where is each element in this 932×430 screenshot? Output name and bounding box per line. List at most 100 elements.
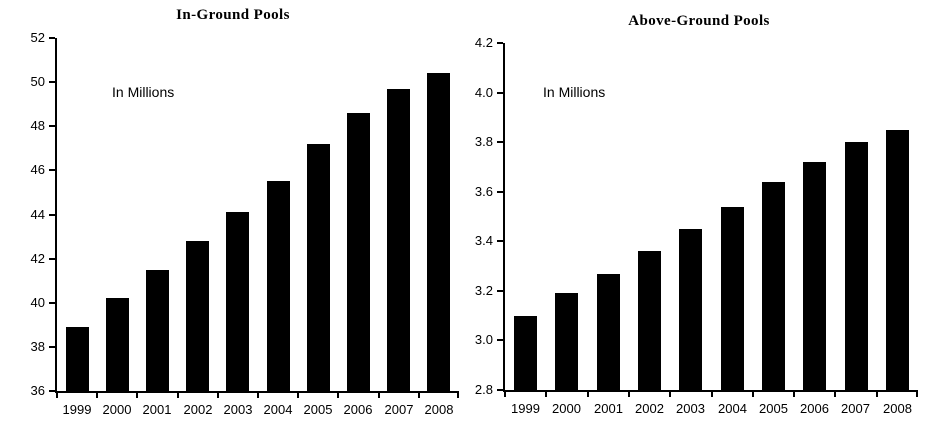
y-axis-tick: [497, 141, 503, 144]
x-axis-tick: [793, 392, 795, 397]
y-axis-tick-label: 3.8: [474, 134, 493, 150]
x-axis-line: [503, 390, 918, 392]
bar-2008: [886, 130, 909, 390]
x-axis-tick: [628, 392, 630, 397]
y-axis-tick: [497, 42, 503, 44]
x-axis-tick-label: 2008: [883, 401, 912, 416]
y-axis-line: [55, 38, 57, 393]
x-axis-tick: [545, 392, 547, 397]
chart-title: Above-Ground Pools: [628, 13, 770, 29]
x-axis-tick-label: 2008: [424, 402, 454, 417]
bar-2001: [597, 274, 620, 390]
x-axis-tick-label: 2006: [800, 401, 829, 416]
bar-2007: [387, 89, 410, 391]
x-axis-tick: [834, 392, 836, 397]
bar-2003: [679, 229, 702, 390]
y-axis-line: [503, 43, 505, 392]
y-axis-tick-label: 38: [30, 338, 45, 354]
y-axis-tick: [49, 390, 55, 392]
y-axis-tick-label: 4.0: [474, 84, 493, 100]
x-axis-tick: [916, 392, 918, 397]
bar-2006: [347, 113, 370, 391]
y-axis-tick: [497, 339, 503, 342]
x-axis-tick-label: 2006: [343, 402, 373, 417]
x-axis-tick: [504, 392, 506, 397]
bar-2004: [267, 181, 290, 391]
x-axis-line: [55, 391, 459, 393]
x-axis-tick-label: 2000: [552, 401, 581, 416]
x-axis-tick-label: 2005: [759, 401, 788, 416]
x-axis-tick-label: 2003: [223, 402, 253, 417]
x-axis-tick-label: 2004: [718, 401, 747, 416]
bar-2000: [106, 298, 129, 391]
above-ground-pools-chart: Above-Ground Pools In Millions 2.8 3.0 3.2…: [466, 0, 932, 430]
y-axis-tick: [49, 257, 55, 260]
bar-2006: [803, 162, 826, 390]
y-axis-tick-label: 44: [30, 206, 45, 222]
x-axis-tick: [711, 392, 713, 397]
x-axis-tick-label: 2004: [263, 402, 293, 417]
y-axis-tick-label: 52: [30, 30, 45, 45]
y-axis-tick-label: 3.4: [474, 233, 493, 249]
y-axis-tick-label: 3.6: [474, 183, 493, 199]
y-axis-tick: [49, 345, 55, 348]
x-axis-tick-label: 2007: [841, 401, 870, 416]
y-axis-tick-label: 3.2: [474, 282, 493, 298]
bar-2008: [427, 73, 450, 391]
y-axis-tick: [49, 125, 55, 128]
y-axis-tick-label: 40: [30, 294, 45, 310]
units-annotation: In Millions: [543, 84, 606, 100]
x-axis-tick-label: 1999: [511, 401, 540, 416]
x-axis-tick: [418, 393, 420, 398]
y-axis-tick: [497, 91, 503, 94]
x-axis-tick: [257, 393, 259, 398]
bar-2007: [845, 142, 868, 390]
y-axis-tick-label: 4.2: [474, 35, 493, 50]
y-axis-tick-label: 36: [30, 383, 45, 398]
y-axis-tick-label: 48: [30, 118, 45, 134]
y-axis-tick: [49, 301, 55, 304]
y-axis-tick: [497, 289, 503, 292]
y-axis-tick: [497, 190, 503, 193]
x-axis-tick: [876, 392, 878, 397]
in-ground-pools-chart: In-Ground Pools In Millions 36 38 40 42 44 46…: [30, 7, 459, 417]
x-axis-tick-label: 2003: [676, 401, 705, 416]
chart-title: In-Ground Pools: [176, 7, 290, 23]
x-axis-tick: [457, 393, 459, 398]
x-axis-tick: [669, 392, 671, 397]
x-axis-tick: [136, 393, 138, 398]
y-axis-tick: [49, 37, 55, 39]
bar-1999: [514, 316, 537, 390]
bar-2005: [762, 182, 785, 390]
x-axis-tick-label: 2007: [384, 402, 414, 417]
bar-2000: [555, 293, 578, 390]
y-axis-tick-label: 3.0: [474, 332, 493, 348]
bar-1999: [66, 327, 89, 391]
x-axis-tick-label: 1999: [62, 402, 92, 417]
x-axis-tick: [96, 393, 98, 398]
bar-2002: [186, 241, 209, 391]
x-axis-tick: [177, 393, 179, 398]
x-axis-tick: [378, 393, 380, 398]
bar-2005: [307, 144, 330, 391]
y-axis-tick: [49, 213, 55, 216]
bar-2004: [721, 207, 744, 390]
y-axis-tick: [49, 169, 55, 172]
x-axis-tick: [752, 392, 754, 397]
x-axis-tick: [587, 392, 589, 397]
y-axis-tick-label: 42: [30, 250, 45, 266]
units-annotation: In Millions: [112, 84, 175, 100]
x-axis-tick-label: 2002: [183, 402, 213, 417]
x-axis-tick: [337, 393, 339, 398]
x-axis-tick: [56, 393, 58, 398]
x-axis-tick-label: 2005: [303, 402, 333, 417]
x-axis-tick-label: 2002: [635, 401, 664, 416]
y-axis-tick-label: 46: [30, 162, 45, 178]
bar-2001: [146, 270, 169, 391]
x-axis-tick: [217, 393, 219, 398]
x-axis-tick-label: 2000: [102, 402, 132, 417]
y-axis-tick-label: 2.8: [474, 382, 493, 397]
y-axis-tick: [49, 81, 55, 84]
y-axis-tick-label: 50: [30, 74, 45, 90]
